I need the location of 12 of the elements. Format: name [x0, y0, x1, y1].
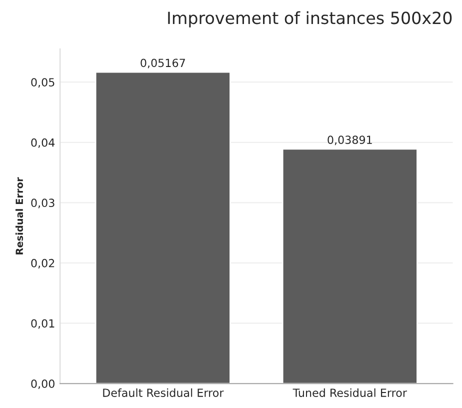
- x-tick-label: Tuned Residual Error: [292, 388, 407, 397]
- data-label: 0,05167: [140, 58, 185, 68]
- y-tick-label: 0,03: [31, 198, 54, 208]
- y-tick-label: 0,00: [31, 379, 54, 390]
- y-tick-label: 0,02: [31, 258, 54, 268]
- y-tick-label: 0,01: [31, 319, 54, 329]
- y-tick-label: 0,04: [31, 138, 55, 148]
- y-axis-title: Residual Error: [15, 177, 24, 254]
- chart-title: Improvement of instances 500x20: [168, 11, 452, 28]
- x-tick-label: Default Residual Error: [103, 388, 224, 397]
- data-label: 0,03891: [328, 136, 372, 146]
- y-tick-label: 0,05: [31, 78, 54, 88]
